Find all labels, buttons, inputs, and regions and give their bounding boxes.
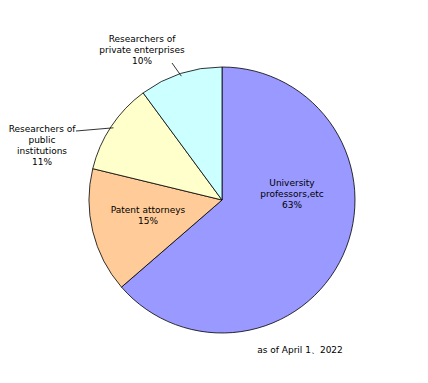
leader-line — [76, 128, 113, 131]
slice-label: Universityprofessors,etc — [260, 178, 324, 199]
data-label: 10% — [132, 56, 152, 66]
data-label: 15% — [138, 216, 158, 226]
slice-label: Researchers ofprivate enterprises — [99, 34, 185, 55]
slice-label: Patent attorneys — [111, 205, 186, 215]
slice-label: Researchers ofpublicinstitutions — [9, 124, 77, 156]
leader-line — [172, 63, 181, 76]
slices — [89, 67, 355, 333]
slice — [143, 67, 222, 200]
data-label: 11% — [32, 157, 52, 167]
chart: Universityprofessors,etc63% Patent attorn… — [0, 0, 428, 383]
data-label: 63% — [282, 200, 302, 210]
annotation: as of April 1、2022 — [257, 345, 343, 355]
